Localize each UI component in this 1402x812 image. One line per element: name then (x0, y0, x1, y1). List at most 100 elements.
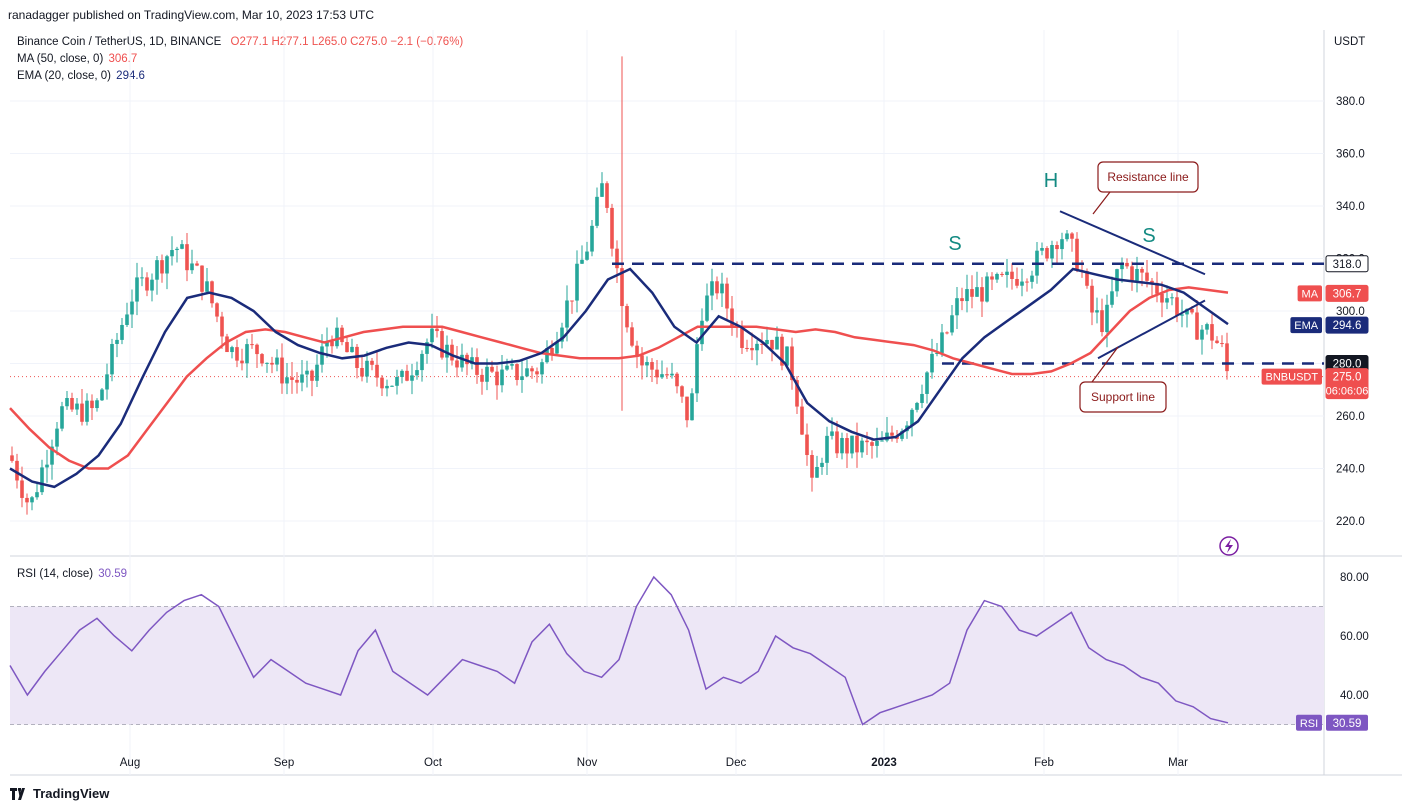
candle-body (665, 374, 669, 376)
candle-body (855, 435, 859, 453)
candle-body (200, 265, 204, 292)
candle-body (335, 327, 339, 347)
candle-body (315, 364, 319, 381)
candle-body (580, 259, 584, 264)
candle-body (525, 368, 529, 377)
candle-body (160, 260, 164, 274)
candle-body (205, 281, 209, 292)
candle-body (945, 332, 949, 334)
candle-body (420, 353, 424, 371)
candle-body (1010, 271, 1014, 279)
candle-body (1110, 291, 1114, 305)
candle-body (295, 379, 299, 383)
candle-body (395, 376, 399, 386)
price-tick-label: 300.0 (1336, 306, 1365, 318)
rsi-tag-box (1326, 714, 1368, 731)
rsi-tick-label: 40.00 (1340, 690, 1369, 702)
candle-body (925, 372, 929, 394)
candle-body (150, 279, 154, 291)
candle-body (325, 341, 329, 347)
candle-body (1050, 245, 1054, 259)
candle-body (875, 440, 879, 446)
candle-body (105, 374, 109, 390)
candle-body (1020, 281, 1024, 286)
price-tick-label: 340.0 (1336, 201, 1365, 213)
tradingview-logo[interactable]: TradingView (10, 786, 109, 801)
candle-body (125, 314, 129, 325)
candle-body (900, 431, 904, 439)
rsi-legend-label: RSI (14, close) (17, 568, 94, 580)
candle-body (120, 324, 124, 340)
candle-body (80, 403, 84, 422)
candle-body (935, 352, 939, 354)
candle-body (830, 431, 834, 436)
price-tag-countdown: 06:06:06 (1326, 386, 1369, 398)
candle-body (720, 283, 724, 294)
resistance-callout-box (1097, 161, 1199, 193)
price-tick-label: 240.0 (1336, 464, 1365, 476)
candle-body (565, 300, 569, 328)
candle-body (625, 306, 629, 328)
rsi-tag-value: 30.59 (1333, 718, 1362, 730)
candle-body (1060, 239, 1064, 250)
candle-body (1160, 293, 1164, 303)
candle-body (1175, 297, 1179, 316)
support-callout-text: Support line (1091, 390, 1155, 404)
candle-body (560, 327, 564, 342)
candle-body (1065, 233, 1069, 240)
candle-body (765, 339, 769, 345)
candle-body (730, 308, 734, 327)
candle-body (535, 371, 539, 375)
candle-body (880, 440, 884, 442)
candle-body (115, 339, 119, 344)
candle-body (405, 370, 409, 381)
rsi-tag-label-box (1296, 714, 1322, 731)
candle-body (940, 332, 944, 353)
candle-body (550, 347, 554, 354)
price-tag-value: 306.7 (1333, 288, 1362, 300)
axes-layer: 220.0240.0260.0280.0300.0320.0340.0360.0… (120, 36, 1369, 769)
candle-body (90, 400, 94, 409)
candle-body (595, 196, 599, 226)
candle-body (310, 370, 314, 381)
candle-body (975, 287, 979, 297)
candle-body (810, 455, 814, 478)
candle-body (690, 393, 694, 421)
candle-body (490, 366, 494, 372)
rsi-legend[interactable]: RSI (14, close) 30.59 (17, 568, 127, 580)
candle-body (615, 248, 619, 269)
candle-body (1130, 266, 1134, 281)
candle-body (705, 295, 709, 321)
candle-body (750, 348, 754, 351)
candle-body (375, 364, 379, 378)
candle-body (980, 287, 984, 302)
candle-body (835, 431, 839, 454)
candle-body (575, 263, 579, 301)
candle-body (135, 277, 139, 302)
candle-body (1005, 271, 1009, 275)
candle-body (505, 365, 509, 370)
time-tick-label: Oct (424, 757, 443, 769)
candle-body (435, 328, 439, 332)
candle-body (495, 371, 499, 386)
candle-body (1210, 324, 1214, 341)
candle-body (260, 354, 264, 364)
candle-body (265, 362, 269, 364)
candle-body (785, 346, 789, 366)
rsi-tag-label: RSI (1300, 718, 1318, 730)
price-tick-label: 360.0 (1336, 149, 1365, 161)
resistance-callout-pointer (1092, 191, 1111, 215)
candle-body (365, 360, 369, 377)
price-tag-box (1325, 368, 1369, 400)
candle-body (460, 354, 464, 368)
resistance-callout-text: Resistance line (1107, 170, 1189, 184)
candle-body (430, 328, 434, 343)
ema-legend[interactable]: EMA (20, close, 0) 294.6 (17, 70, 145, 82)
candle-body (250, 344, 254, 346)
time-tick-label: Aug (120, 757, 140, 769)
candle-body (1135, 268, 1139, 281)
candle-body (340, 327, 344, 343)
candle-body (385, 385, 389, 389)
candle-body (280, 357, 284, 384)
